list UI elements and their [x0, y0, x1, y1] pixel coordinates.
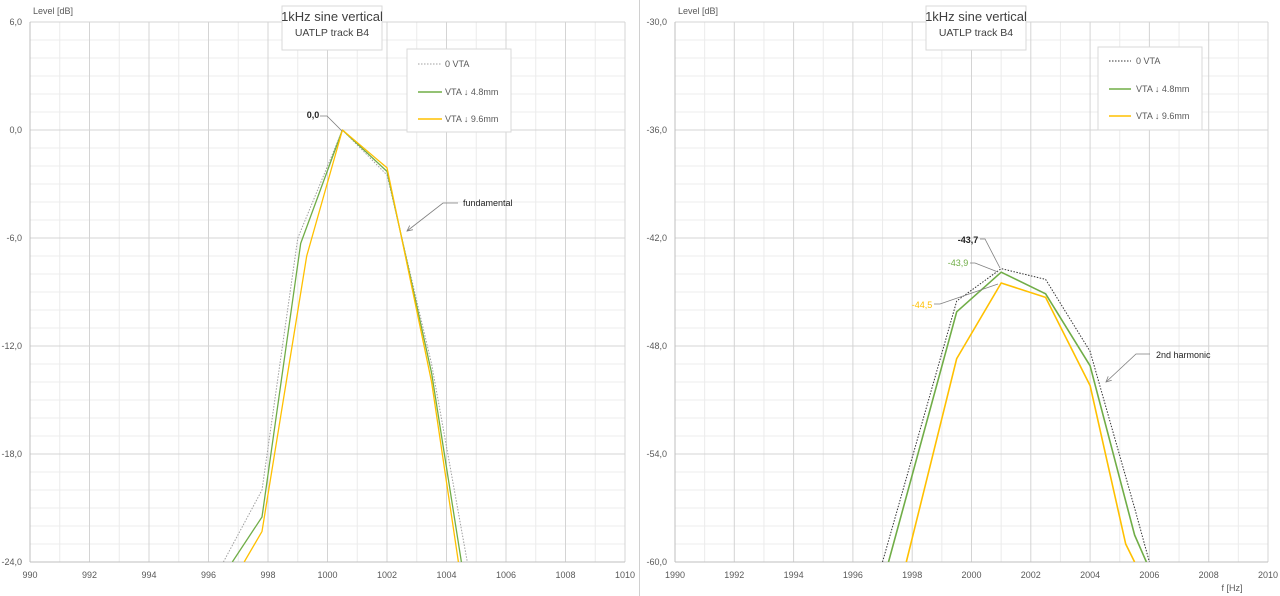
title-box: [281, 5, 383, 51]
annotation-label: 2nd harmonic: [1156, 350, 1211, 360]
y-axis-label: Level [dB]: [678, 6, 718, 16]
x-tick-label: 2010: [1258, 570, 1278, 580]
x-tick-label: 2008: [1199, 570, 1219, 580]
chart-title: 1kHz sine vertical: [925, 9, 1027, 24]
annotation-arrowhead: [406, 225, 413, 232]
chart-subtitle: UATLP track B4: [295, 27, 369, 39]
grid: [29, 21, 626, 563]
x-tick-label: 990: [22, 570, 37, 580]
legend-label-0: 0 VTA: [445, 59, 469, 69]
legend-label-2: VTA ↓ 9.6mm: [445, 114, 498, 124]
legend-label-0: 0 VTA: [1136, 56, 1160, 66]
legend-box: [406, 48, 512, 133]
chart-2nd-harmonic: -30,0 -36,0 -42,0 -48,0 -54,0 -60,0 1990 1992 19…: [646, 5, 1278, 593]
y-tick-label: -18,0: [1, 449, 22, 459]
x-tick-label: 1004: [436, 570, 456, 580]
annotation-label: -44,5: [912, 300, 933, 310]
chart-subtitle: UATLP track B4: [939, 27, 1013, 39]
x-tick-label: 1996: [843, 570, 863, 580]
x-tick-label: 1992: [724, 570, 744, 580]
x-tick-label: 2000: [961, 570, 981, 580]
annotation-label: 0,0: [307, 110, 320, 120]
title-box: [925, 5, 1027, 51]
y-tick-label: -36,0: [646, 125, 667, 135]
y-tick-label: -30,0: [646, 17, 667, 27]
y-tick-label: -24,0: [1, 557, 22, 567]
y-tick-label: -54,0: [646, 449, 667, 459]
annotation-leader: [980, 238, 1001, 269]
x-tick-label: 1990: [665, 570, 685, 580]
x-tick-label: 1998: [902, 570, 922, 580]
series-group: [222, 129, 468, 562]
annotation-label: -43,7: [958, 235, 979, 245]
x-tick-label: 2002: [1021, 570, 1041, 580]
legend-label-2: VTA ↓ 9.6mm: [1136, 111, 1189, 121]
annotation-label: fundamental: [463, 198, 513, 208]
x-tick-label: 1994: [784, 570, 804, 580]
x-tick-label: 994: [141, 570, 156, 580]
x-tick-label: 1000: [317, 570, 337, 580]
y-tick-label: 6,0: [9, 17, 22, 27]
x-axis-label: f [Hz]: [1221, 583, 1242, 593]
x-tick-label: 992: [82, 570, 97, 580]
legend-label-1: VTA ↓ 4.8mm: [1136, 84, 1189, 94]
y-tick-label: -42,0: [646, 233, 667, 243]
y-tick-label: -60,0: [646, 557, 667, 567]
x-tick-label: 998: [260, 570, 275, 580]
x-tick-label: 2006: [1139, 570, 1159, 580]
chart-title: 1kHz sine vertical: [281, 9, 383, 24]
series-group: [882, 268, 1150, 562]
annotation-leader: [970, 262, 999, 273]
x-tick-label: 1010: [615, 570, 635, 580]
x-tick-label: 996: [201, 570, 216, 580]
x-tick-label: 2004: [1080, 570, 1100, 580]
x-tick-label: 1008: [555, 570, 575, 580]
legend-label-1: VTA ↓ 4.8mm: [445, 87, 498, 97]
y-tick-label: -6,0: [6, 233, 22, 243]
series-line-1: [887, 271, 1148, 562]
annotation-leader: [320, 115, 343, 132]
annotation-label: -43,9: [948, 258, 969, 268]
series-line-2: [905, 282, 1136, 562]
y-tick-label: 0,0: [9, 125, 22, 135]
annotation-leader: [406, 202, 458, 232]
y-tick-label: -48,0: [646, 341, 667, 351]
series-line-0: [882, 268, 1150, 562]
y-tick-label: -12,0: [1, 341, 22, 351]
x-tick-label: 1002: [377, 570, 397, 580]
annotation-leader: [1105, 353, 1150, 383]
y-axis-label: Level [dB]: [33, 6, 73, 16]
annotation-arrowhead: [1105, 376, 1112, 383]
x-tick-label: 1006: [496, 570, 516, 580]
annotation-leader: [934, 283, 999, 305]
